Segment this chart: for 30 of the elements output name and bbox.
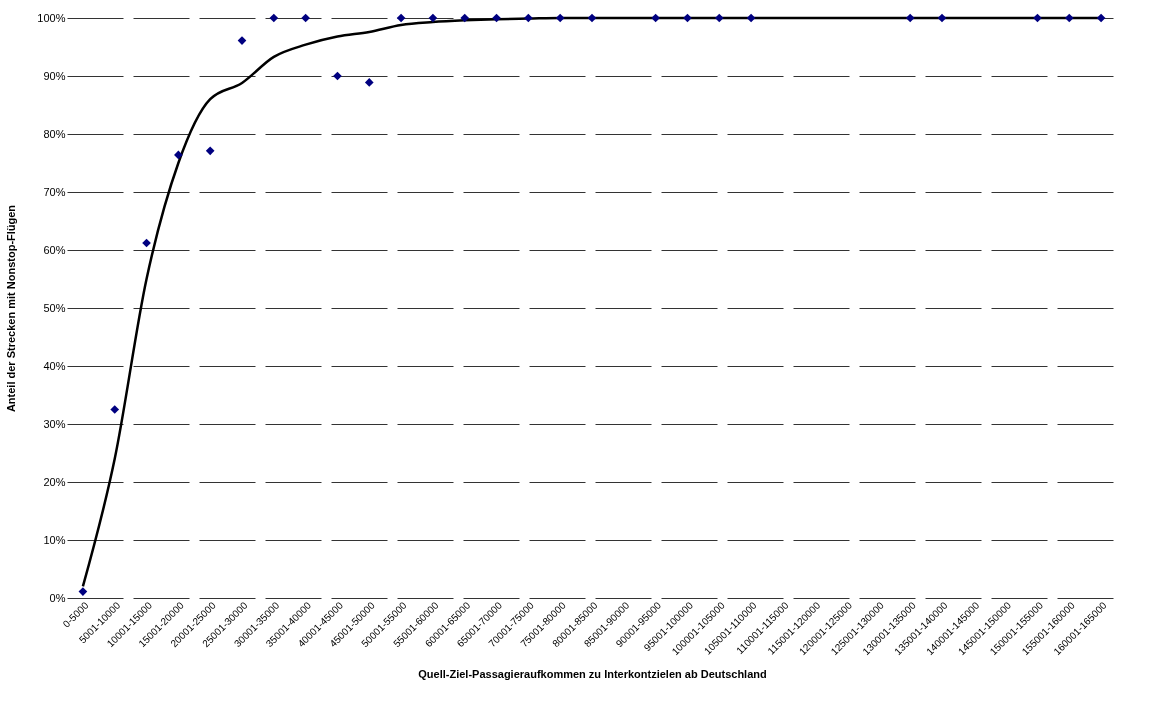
y-tick-label: 90% (43, 69, 66, 82)
point (1096, 13, 1106, 23)
y-axis-title: Anteil der Strecken mit Nonstop-Flügen (5, 204, 18, 413)
point (269, 13, 279, 23)
y-tick-label: 60% (43, 243, 66, 256)
point (396, 13, 406, 23)
y-tick-label: 40% (43, 359, 66, 372)
y-tick-label: 30% (43, 417, 66, 430)
y-tick-label: 0% (49, 591, 66, 604)
point (937, 13, 947, 23)
point (1064, 13, 1074, 23)
x-axis-title: Quell-Ziel-Passagieraufkommen zu Interkontzielen ab Deutschland (418, 668, 767, 681)
point (746, 13, 756, 23)
y-tick-label: 20% (43, 475, 66, 488)
point (460, 13, 470, 23)
y-tick-label: 80% (43, 127, 66, 140)
point (555, 13, 565, 23)
point (110, 405, 120, 414)
point (905, 13, 915, 23)
point (714, 13, 724, 23)
point (364, 78, 374, 87)
y-tick-label: 10% (43, 533, 66, 546)
point (205, 146, 215, 156)
point (587, 13, 597, 23)
y-tick-label: 70% (43, 185, 66, 198)
y-tick-label: 50% (43, 301, 66, 314)
point (174, 150, 183, 160)
point (428, 13, 438, 23)
y-tick-label: 100% (37, 11, 66, 24)
point (78, 587, 88, 596)
